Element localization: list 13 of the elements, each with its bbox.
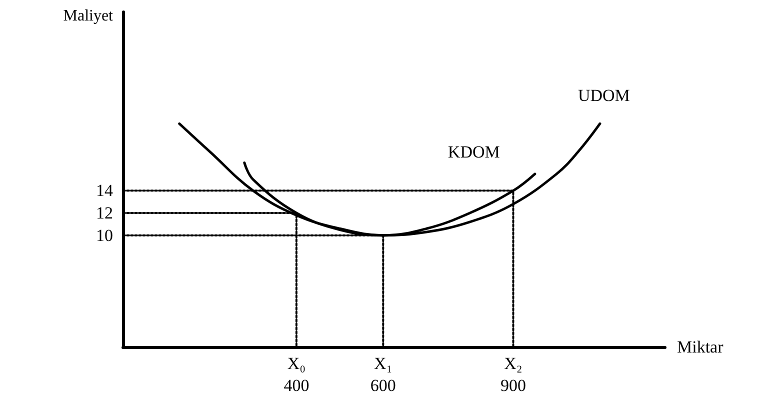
text: X₀ [287, 354, 306, 373]
x-tick-label: 600 [370, 376, 396, 395]
x-axis-title: Miktar [677, 338, 724, 356]
series-label: KDOM [448, 142, 500, 162]
x-tick-label: 400 [284, 376, 310, 395]
text: X₂ [504, 354, 522, 373]
x-tick-label: 900 [500, 376, 526, 395]
y-tick-label: 14 [96, 181, 114, 200]
text: X₁ [374, 354, 392, 373]
y-axis-title: Maliyet [63, 8, 114, 24]
series-label: UDOM [578, 86, 630, 106]
y-tick-label: 10 [96, 226, 113, 245]
y-tick-label: 12 [96, 204, 113, 222]
